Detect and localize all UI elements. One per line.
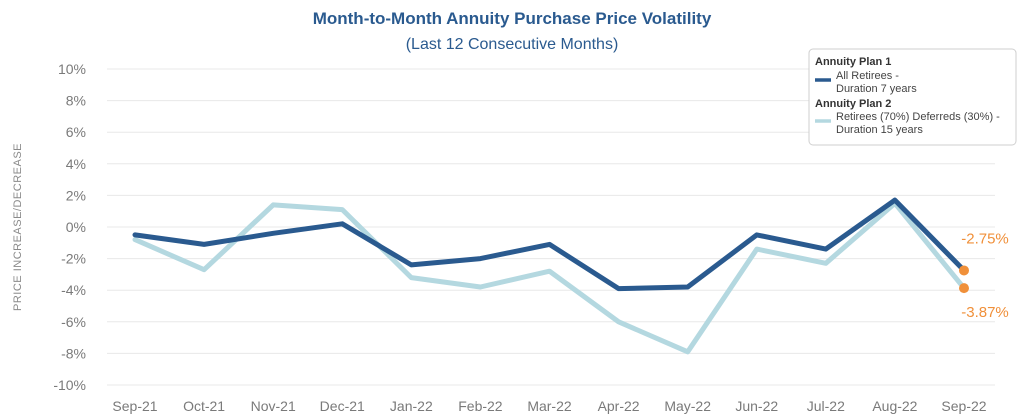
y-tick-label: -10% [53,377,86,393]
series-layer [132,197,967,355]
y-tick-label: 10% [58,61,86,77]
x-axis-ticks: Sep-21 Oct-21 Nov-21 Dec-21 Jan-22 Feb-22 Mar-… [112,398,986,414]
end-marker-series-2 [959,283,969,294]
series-line-1 [132,197,967,292]
marker-layer: -2.75% -3.87% [959,230,1009,321]
legend-series-1-name: Annuity Plan 1 [815,56,891,68]
x-tick-label: May-22 [664,398,711,414]
y-tick-label: -6% [61,314,86,330]
x-tick-label: Aug-22 [872,398,917,414]
chart-title: Month-to-Month Annuity Purchase Price Vo… [313,9,712,28]
x-tick-label: Sep-22 [941,398,986,414]
y-tick-label: -8% [61,345,86,361]
x-tick-label: Sep-21 [112,398,157,414]
x-tick-label: Jul-22 [807,398,845,414]
data-label-series-2: -3.87% [961,304,1009,321]
grid-lines [107,68,995,386]
x-tick-label: Feb-22 [458,398,503,414]
y-tick-label: -4% [61,282,86,298]
y-tick-label: -2% [61,251,86,267]
chart-subtitle: (Last 12 Consecutive Months) [406,36,619,53]
y-tick-label: 6% [66,124,86,140]
x-tick-label: Jun-22 [735,398,778,414]
y-tick-label: 4% [66,156,86,172]
legend-box [808,48,1017,146]
y-axis-ticks: 10% 8% 6% 4% 2% 0% -2% -4% -6% -8% -10% [53,61,86,393]
end-marker-series-1 [959,265,969,276]
legend-series-2-line-1: Retirees (70%) Deferreds (30%) - [836,111,1000,123]
x-tick-label: Apr-22 [598,398,640,414]
series-line-2 [132,200,967,355]
legend-series-1-line-1: All Retirees - [836,70,899,82]
legend-series-2-line-2: Duration 15 years [836,124,923,136]
x-tick-label: Dec-21 [320,398,365,414]
legend-series-1-line-2: Duration 7 years [836,83,917,95]
x-tick-label: Mar-22 [527,398,572,414]
legend-series-2-name: Annuity Plan 2 [815,98,891,110]
x-tick-label: Oct-21 [183,398,225,414]
x-tick-label: Nov-21 [251,398,296,414]
data-label-series-1: -2.75% [961,230,1009,247]
y-tick-label: 2% [66,187,86,203]
y-tick-label: 0% [66,219,86,235]
y-axis-label: PRICE INCREASE/DECREASE [12,143,24,311]
y-tick-label: 8% [66,93,86,109]
x-tick-label: Jan-22 [390,398,433,414]
legend: Annuity Plan 1 All Retirees - Duration 7… [808,48,1017,146]
